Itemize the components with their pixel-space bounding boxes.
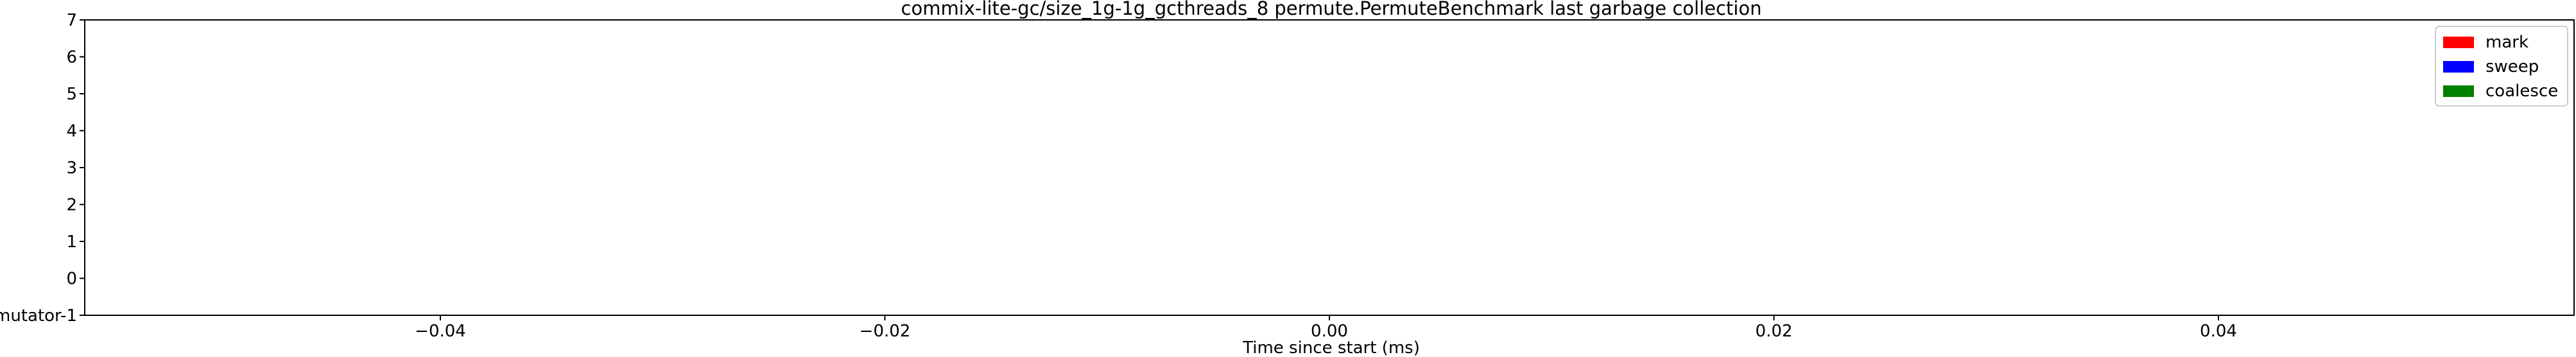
legend: mark sweep coalesce [2435,26,2568,107]
x-tick-label: 0.04 [2200,322,2237,341]
legend-label-sweep: sweep [2485,57,2539,76]
legend-swatch-coalesce [2443,85,2474,97]
chart-title: commix-lite-gc/size_1g-1g_gcthreads_8 pe… [901,0,1762,19]
x-axis-label: Time since start (ms) [1242,338,1420,357]
y-tick-label: mutator-1 [0,306,77,326]
x-tick-label: 0.00 [1311,322,1348,341]
y-tick-label: 4 [66,122,77,141]
legend-swatch-sweep [2443,61,2474,73]
x-axis-ticks: −0.04 −0.02 0.00 0.02 0.04 [415,315,2237,341]
x-tick-label: −0.02 [860,322,911,341]
y-tick-label: 7 [66,11,77,30]
y-tick-label: 2 [66,196,77,215]
legend-label-mark: mark [2485,33,2528,52]
y-tick-label: 0 [66,270,77,289]
x-tick-label: −0.04 [415,322,466,341]
y-axis-ticks: mutator-1 0 1 2 3 4 5 6 7 [0,11,85,326]
legend-label-coalesce: coalesce [2485,82,2558,101]
legend-swatch-mark [2443,37,2474,48]
y-tick-label: 1 [66,232,77,252]
plot-area [84,19,2575,316]
y-tick-label: 3 [66,159,77,178]
y-tick-label: 5 [66,85,77,104]
x-tick-label: 0.02 [1756,322,1793,341]
y-tick-label: 6 [66,48,77,67]
